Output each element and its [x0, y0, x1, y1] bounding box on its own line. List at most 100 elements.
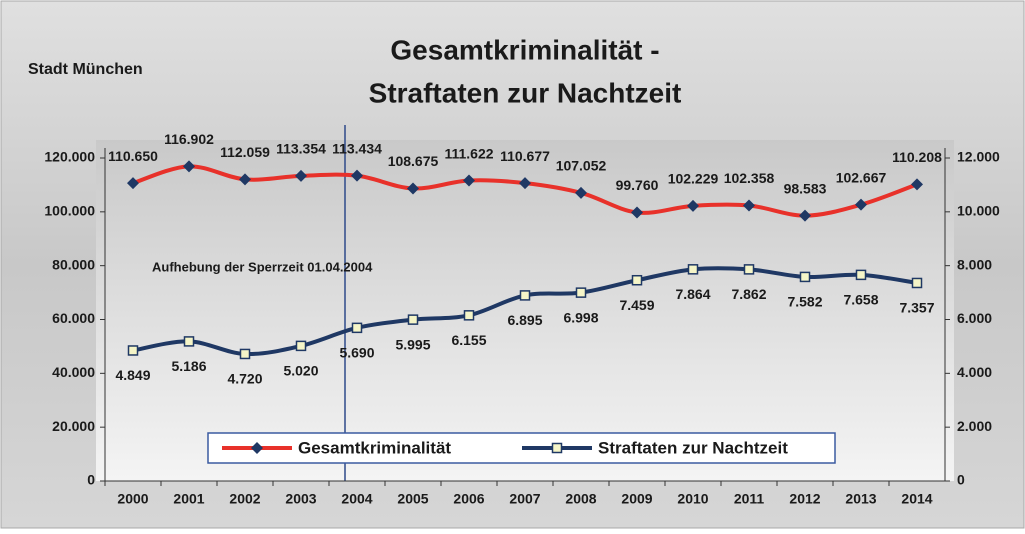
x-tick-label: 2010: [677, 491, 708, 507]
marker: [183, 336, 195, 347]
x-tick-label: 2008: [565, 491, 596, 507]
marker: [127, 177, 139, 190]
y2-tick-label: 12.000: [957, 149, 1000, 165]
data-label: 110.650: [108, 148, 158, 164]
data-label: 102.667: [836, 169, 887, 185]
data-label: 4.720: [227, 371, 262, 387]
y2-tick-label: 6.000: [957, 310, 992, 326]
data-label: 110.208: [892, 149, 942, 165]
marker: [351, 169, 363, 182]
marker: [463, 310, 475, 321]
data-label: 99.760: [616, 177, 659, 193]
x-tick-label: 2000: [117, 491, 148, 507]
marker: [743, 199, 755, 212]
data-label: 110.677: [500, 148, 550, 164]
x-tick-label: 2005: [397, 491, 428, 507]
data-label: 6.895: [507, 312, 542, 328]
y-tick-label: 20.000: [52, 418, 95, 434]
marker: [295, 169, 307, 182]
x-tick-label: 2012: [789, 491, 820, 507]
y2-tick-label: 2.000: [957, 418, 992, 434]
data-label: 5.995: [395, 336, 430, 352]
x-tick-label: 2002: [229, 491, 260, 507]
marker: [239, 348, 251, 360]
data-label: 7.582: [787, 294, 822, 310]
legend: [207, 432, 836, 464]
data-label: 6.998: [563, 309, 598, 325]
plot-area: [96, 140, 954, 481]
y2-tick-label: 0: [957, 472, 965, 488]
data-label: 98.583: [784, 180, 827, 196]
marker: [911, 178, 923, 191]
marker: [855, 198, 867, 211]
marker: [855, 269, 867, 281]
data-label: 107.052: [556, 158, 607, 174]
y-tick-label: 120.000: [44, 149, 95, 165]
y2-tick-label: 4.000: [957, 364, 992, 380]
y-tick-label: 80.000: [52, 256, 95, 272]
data-label: 5.020: [283, 363, 318, 379]
data-label: 7.459: [619, 297, 654, 313]
marker: [295, 340, 307, 352]
data-label: 5.690: [339, 345, 374, 361]
data-label: 102.358: [724, 170, 775, 186]
x-tick-label: 2001: [173, 491, 204, 507]
data-label: 112.059: [220, 144, 270, 160]
x-tick-label: 2011: [734, 491, 765, 507]
legend-label: Straftaten zur Nachtzeit: [598, 438, 788, 457]
data-label: 7.658: [843, 292, 878, 308]
marker: [687, 199, 699, 212]
marker: [631, 206, 643, 219]
x-tick-label: 2013: [845, 491, 876, 507]
marker: [239, 173, 251, 186]
subtitle: Stadt München: [28, 61, 143, 78]
x-tick-label: 2009: [621, 491, 652, 507]
marker: [519, 177, 531, 190]
marker: [519, 290, 531, 301]
marker: [575, 287, 587, 298]
marker: [463, 174, 475, 187]
marker: [799, 271, 811, 283]
chart-title: Straftaten zur Nachtzeit: [369, 77, 682, 108]
x-tick-label: 2003: [285, 491, 316, 507]
x-tick-label: 2007: [509, 491, 540, 507]
chart-title: Gesamtkriminalität -: [390, 34, 659, 65]
y-tick-label: 0: [87, 472, 95, 488]
x-tick-label: 2004: [341, 491, 372, 507]
marker: [911, 277, 923, 289]
data-label: 113.354: [276, 141, 326, 157]
y2-tick-label: 8.000: [957, 256, 992, 272]
y2-tick-label: 10.000: [957, 203, 1000, 219]
x-tick-label: 2006: [453, 491, 484, 507]
legend-marker: [551, 442, 563, 454]
marker: [631, 274, 643, 286]
marker: [407, 314, 419, 325]
data-label: 4.849: [115, 367, 150, 383]
data-label: 111.622: [444, 145, 493, 161]
marker: [799, 209, 811, 222]
data-label: 7.862: [731, 286, 766, 302]
marker: [743, 264, 755, 275]
marker: [127, 345, 139, 356]
data-label: 108.675: [388, 153, 439, 169]
data-label: 7.864: [675, 286, 710, 302]
marker: [575, 186, 587, 199]
marker: [687, 264, 699, 275]
y-tick-label: 100.000: [44, 203, 95, 219]
data-label: 6.155: [451, 332, 486, 348]
data-label: 7.357: [899, 300, 934, 316]
marker: [407, 182, 419, 195]
data-label: 102.229: [668, 171, 719, 187]
annotation: Aufhebung der Sperrzeit 01.04.2004: [152, 259, 373, 274]
x-tick-label: 2014: [901, 491, 932, 507]
y-tick-label: 40.000: [52, 364, 95, 380]
marker: [183, 160, 195, 173]
legend-label: Gesamtkriminalität: [298, 438, 451, 457]
data-label: 116.902: [164, 131, 214, 147]
y-tick-label: 60.000: [52, 310, 95, 326]
marker: [351, 322, 363, 334]
data-label: 113.434: [332, 140, 382, 156]
data-label: 5.186: [171, 358, 206, 374]
legend-marker: [251, 442, 263, 454]
